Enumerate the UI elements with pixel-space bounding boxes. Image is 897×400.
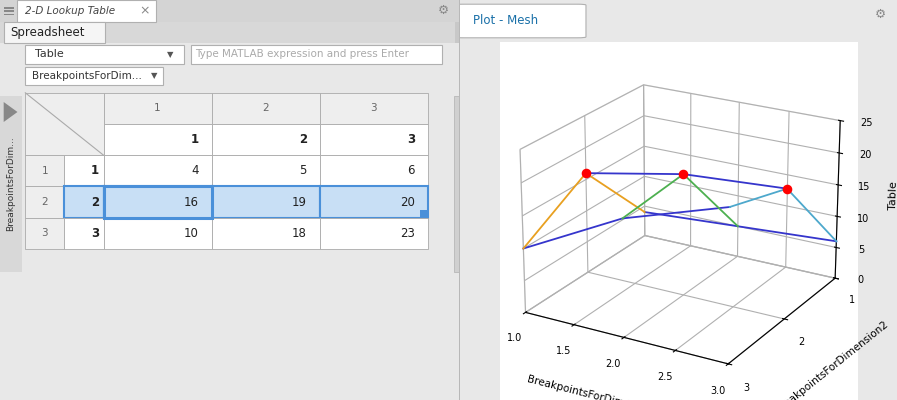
Text: 23: 23 [400,227,415,240]
Bar [103,93,212,124]
Text: 2: 2 [263,103,269,114]
Bar [103,218,212,249]
Text: 20: 20 [400,196,415,208]
Text: 1: 1 [154,103,161,114]
Text: BreakpointsForDim...: BreakpointsForDim... [6,137,15,231]
Bar [4,10,13,12]
Text: 16: 16 [184,196,199,208]
Bar [191,45,441,64]
Text: 16: 16 [184,196,199,208]
Text: ⚙: ⚙ [875,8,886,21]
Text: Plot - Mesh: Plot - Mesh [474,14,538,27]
Bar [25,155,65,186]
Bar [454,96,460,272]
Text: 1: 1 [190,133,199,146]
Bar [4,14,13,15]
Bar [17,0,155,22]
Bar [65,155,103,186]
Bar [420,210,428,218]
Bar [212,186,320,218]
Bar [25,67,163,85]
Bar [320,124,428,155]
Text: ▼: ▼ [167,50,173,59]
Text: 2: 2 [41,197,48,207]
Bar [103,186,212,218]
Text: BreakpointsForDim...: BreakpointsForDim... [32,70,142,80]
Text: 6: 6 [407,164,415,177]
Bar [320,218,428,249]
Text: Type MATLAB expression and press Enter: Type MATLAB expression and press Enter [196,49,409,59]
Text: 5: 5 [300,164,307,177]
Bar [4,22,105,43]
Text: 2: 2 [299,133,307,146]
Text: Table: Table [34,49,64,59]
Bar [0,96,22,272]
Text: 1: 1 [91,164,99,177]
Bar [103,155,212,186]
Bar [212,218,320,249]
Text: 3: 3 [407,133,415,146]
Bar [4,7,13,9]
Text: Spreadsheet: Spreadsheet [10,26,84,39]
Text: ▼: ▼ [151,71,157,80]
FancyBboxPatch shape [455,4,586,38]
Text: 3: 3 [41,228,48,238]
Text: 1: 1 [41,166,48,176]
Bar [212,124,320,155]
Bar [0,0,460,22]
Bar [25,186,65,218]
Bar [25,45,184,64]
Bar [103,186,212,218]
Bar [25,93,103,155]
Text: 10: 10 [184,227,199,240]
Bar [458,0,460,400]
Bar [65,186,103,218]
Bar [0,22,460,43]
Bar [103,124,212,155]
Text: 2-D Lookup Table: 2-D Lookup Table [25,6,116,16]
Bar [212,93,320,124]
Bar [320,93,428,124]
Text: 3: 3 [370,103,378,114]
Bar [320,155,428,186]
Text: 18: 18 [292,227,307,240]
Y-axis label: BreakpointsForDimension2: BreakpointsForDimension2 [773,319,890,400]
Polygon shape [4,102,17,122]
Bar [25,218,65,249]
Text: 3: 3 [91,227,99,240]
Text: ×: × [140,4,150,17]
Text: 2: 2 [91,196,99,208]
Bar [212,155,320,186]
Text: ⚙: ⚙ [438,4,448,17]
Bar [455,22,460,43]
Text: 4: 4 [191,164,199,177]
Bar [65,218,103,249]
Text: 19: 19 [292,196,307,208]
Bar [320,186,428,218]
X-axis label: BreakpointsForDimension1: BreakpointsForDimension1 [526,374,665,400]
